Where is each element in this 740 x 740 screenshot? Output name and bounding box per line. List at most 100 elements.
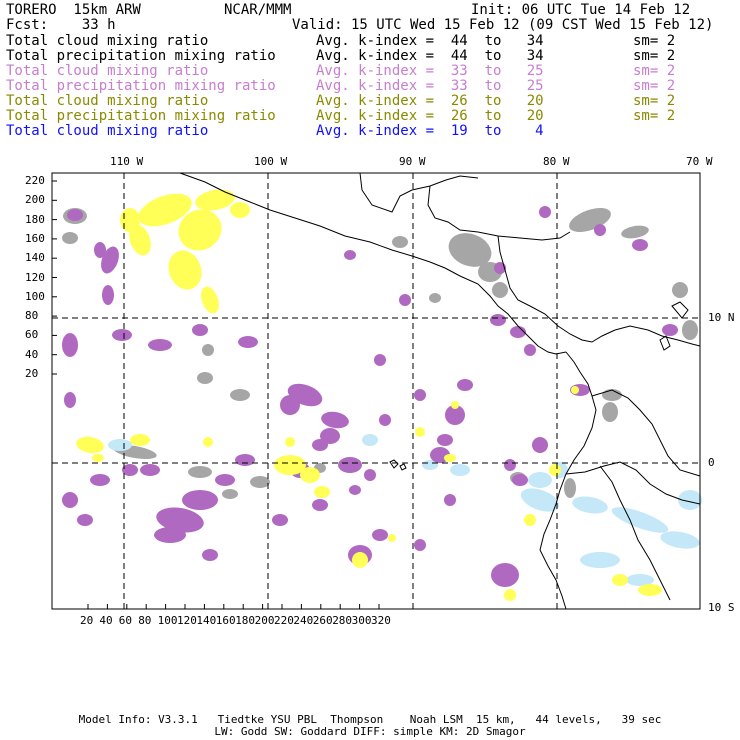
yellow-precip-blob [274,455,306,475]
legend-smoothing: sm= 2 [633,78,676,94]
purple-cloud-blob [77,514,93,526]
legend-field-name: Total cloud mixing ratio [6,123,209,139]
x-tick-label: 180 [235,614,256,627]
yellow-precip-blob [451,401,459,409]
y-tick-label: 200 [25,193,45,207]
colombia-peru-border [599,465,671,601]
purple-cloud-blob [156,507,204,533]
x-tick-label: 280 [332,614,353,627]
gray-cloud-blob [429,293,441,303]
x-tick-label: 260 [312,614,333,627]
galapagos [389,459,407,471]
legend-smoothing: sm= 2 [633,63,676,79]
x-tick-label: 200 [254,614,275,627]
yellow-precip-blob [76,436,104,454]
purple-cloud-blob [148,339,172,351]
colombia-venezuela-border [591,389,701,477]
ecuador-peru-border [565,461,701,505]
model-title: TORERO 15km ARW [6,2,141,18]
y-tick-label: 60 [25,328,39,342]
purple-cloud-blob [202,549,218,561]
lon-label: 100 W [254,155,288,168]
gray-cloud-blob [672,282,688,298]
yellow-precip-blob [524,514,536,526]
purple-cloud-blob [494,262,506,274]
lightblue-cloud-blob [572,496,608,514]
lightblue-cloud-blob [108,439,132,451]
lat-lon-grid [52,173,700,609]
purple-cloud-blob [112,329,132,341]
legend-row: Total precipitation mixing ratio Avg. k-i… [6,49,730,64]
yellow-precip-blob [571,386,579,394]
purple-cloud-blob [312,499,328,511]
legend-field-name: Total precipitation mixing ratio [6,48,276,64]
purple-cloud-blob [594,224,606,236]
yellow-precip-blob [130,434,150,446]
purple-cloud-blob [364,469,376,481]
purple-cloud-blob [510,326,526,338]
y-tick-label: 100 [25,289,45,303]
purple-cloud-blob [532,437,548,453]
x-tick-label: 140 [196,614,217,627]
purple-cloud-blob [182,490,218,510]
legend-kindex: Avg. k-index = 33 to 25 [316,78,544,94]
y-tick-label: 20 [25,367,39,380]
legend-row: Total cloud mixing ratio Avg. k-index = 3… [6,64,730,79]
yellow-precip-blob [549,464,561,476]
purple-cloud-blob [280,395,300,415]
org-label: NCAR/MMM [224,2,292,18]
gray-field-layer [62,207,698,499]
gray-cloud-blob [250,476,270,488]
central-america-caribbean [497,235,616,343]
lightblue-cloud-blob [362,434,378,446]
purple-cloud-blob [90,474,110,486]
purple-cloud-blob [437,434,453,446]
purple-cloud-blob [379,414,391,426]
purple-field-layer [62,206,678,587]
lightblue-cloud-blob [626,574,654,586]
purple-cloud-blob [338,457,362,473]
gray-cloud-blob [602,402,618,422]
lon-label: 70 W [686,155,713,168]
y-tick-label: 220 [25,174,45,187]
purple-cloud-blob [399,294,411,306]
purple-cloud-blob [632,239,648,251]
purple-cloud-blob [445,405,465,425]
y-tick-label: 140 [25,251,45,265]
x-tick-label: 240 [293,614,314,627]
purple-cloud-blob [524,344,536,356]
yellow-precip-blob [612,574,628,586]
gray-cloud-blob [188,466,212,478]
purple-cloud-blob [154,527,186,543]
yellow-precip-blob [352,552,368,568]
yellow-precip-blob [203,437,213,447]
yellow-field-layer [76,189,662,601]
lon-label: 80 W [543,155,570,168]
x-tick-label: 220 [274,614,294,627]
yellow-precip-blob [138,193,192,227]
yellow-precip-blob [314,486,330,498]
legend-field-name: Total cloud mixing ratio [6,63,209,79]
purple-cloud-blob [62,492,78,508]
gray-cloud-blob [492,282,508,298]
legend-row: Total precipitation mixing ratio Avg. k-i… [6,79,730,94]
purple-cloud-blob [67,209,83,221]
purple-cloud-blob [64,392,76,408]
x-tick-label: 20 [80,614,94,627]
legend-row: Total cloud mixing ratio Avg. k-index = 2… [6,94,730,109]
yellow-precip-blob [178,209,222,251]
lightblue-cloud-blob [528,472,552,488]
legend-smoothing: sm= 2 [633,48,676,64]
lon-label: 90 W [399,155,426,168]
y-tick-label: 120 [25,270,45,284]
mexico-coast [179,172,431,263]
purple-cloud-blob [122,464,138,476]
legend-kindex: Avg. k-index = 19 to 4 [316,123,544,139]
gray-cloud-blob [392,236,408,248]
legend-kindex: Avg. k-index = 26 to 20 [316,93,544,109]
gray-cloud-blob [197,372,213,384]
gray-cloud-blob [62,232,78,244]
purple-cloud-blob [192,324,208,336]
lightblue-cloud-blob [611,507,669,533]
valid-time: Valid: 15 UTC Wed 15 Feb 12 (09 CST Wed … [292,17,714,33]
